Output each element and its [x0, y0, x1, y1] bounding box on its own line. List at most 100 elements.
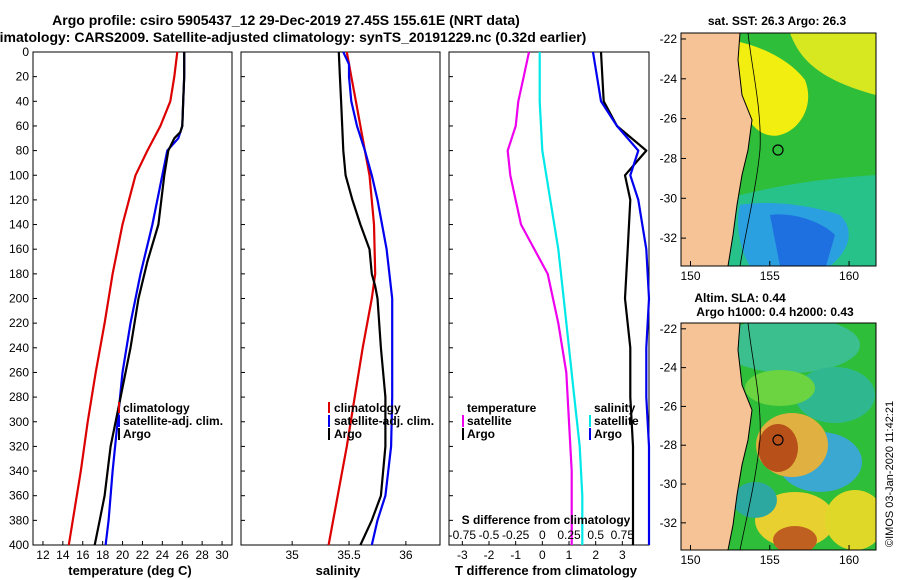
x-tick-label: 35: [285, 548, 299, 562]
depth-tick-label: 220: [9, 316, 29, 330]
sla-map-ticks: -22 -24 -26 -28 -30 -32 150 155 160: [660, 322, 860, 567]
x-tick-label: 24: [156, 548, 170, 562]
depth-tick-label: 160: [9, 242, 29, 256]
depth-tick-label: 140: [9, 218, 29, 232]
sla-map-frame: [680, 322, 877, 551]
x-tick-label: -1: [510, 548, 521, 562]
x-tick-label: 1: [566, 548, 573, 562]
map-lat-label: -26: [660, 399, 678, 413]
sst-map-frame: [680, 32, 877, 267]
sla-map-title-1: Altim. SLA: 0.44: [694, 291, 786, 305]
x-tick-label: -3: [457, 548, 468, 562]
legend-argo: Argo: [334, 427, 362, 441]
depth-tick-label: 120: [9, 193, 29, 207]
map-lat-label: -24: [660, 361, 678, 375]
temperature-axis-label: temperature (deg C): [68, 563, 192, 578]
secondary-tick-label: 0.25: [557, 528, 581, 542]
secondary-tick-label: -0.75: [449, 528, 477, 542]
difference-axis-label: T difference from climatology: [455, 563, 638, 578]
x-tick-label: 28: [195, 548, 209, 562]
difference-panel: [448, 51, 650, 546]
legend-temperature-title: temperature: [467, 401, 537, 415]
imos-watermark: ©IMOS 03-Jan-2020 11:42:21: [884, 401, 896, 547]
depth-tick-label: 360: [9, 489, 29, 503]
map-lon-label: 150: [680, 553, 700, 567]
map-lat-label: -22: [660, 322, 678, 336]
depth-tick-label: 380: [9, 513, 29, 527]
series-line-satellite-adj-clim-: [342, 51, 394, 546]
x-tick-label: 14: [56, 548, 70, 562]
title-line-1: Argo profile: csiro 5905437_12 29-Dec-20…: [52, 12, 520, 28]
map-lat-label: -32: [660, 516, 678, 530]
map-lat-label: -30: [660, 191, 678, 205]
sla-map-title-2: Argo h1000: 0.4 h2000: 0.43: [696, 305, 854, 319]
series-line-argo: [337, 51, 387, 546]
depth-tick-label: 0: [22, 45, 29, 59]
temperature-legend: climatology satellite-adj. clim. Argo: [118, 401, 223, 441]
depth-tick-label: 280: [9, 390, 29, 404]
x-tick-label: 36: [399, 548, 413, 562]
depth-tick-label: 320: [9, 439, 29, 453]
sla-map: [681, 323, 876, 550]
map-lat-label: -32: [660, 231, 678, 245]
sst-map-ticks: -22 -24 -26 -28 -30 -32 150 155 160: [660, 32, 860, 283]
legend-satellite-adj: satellite-adj. clim.: [334, 414, 434, 428]
series-line-climatology: [67, 51, 179, 546]
depth-tick-label: 260: [9, 365, 29, 379]
x-tick-label: 0: [539, 548, 546, 562]
series-layer: [67, 51, 651, 546]
s-difference-label: S difference from climatology: [462, 513, 631, 527]
legend-climatology: climatology: [334, 401, 401, 415]
depth-tick-label: 100: [9, 168, 29, 182]
map-lat-label: -26: [660, 112, 678, 126]
map-lon-label: 150: [680, 269, 700, 283]
legend-argo: Argo: [123, 427, 151, 441]
x-tick-labels: 12 14 16 18 20 22 24 26 28 30 35 35.5 36 -3 -2 -1 0 1 2 3-0…: [36, 528, 634, 562]
x-tick-label: -2: [484, 548, 495, 562]
map-lat-label: -30: [660, 477, 678, 491]
legend-s-satellite: satellite: [594, 414, 639, 428]
map-lat-label: -22: [660, 32, 678, 46]
secondary-tick-label: -0.25: [502, 528, 530, 542]
x-tick-label: 22: [136, 548, 150, 562]
x-tick-label: 3: [619, 548, 626, 562]
x-tick-label: 35.5: [337, 548, 361, 562]
sst-map-title: sat. SST: 26.3 Argo: 26.3: [708, 14, 847, 28]
legend-salinity-title: salinity: [594, 401, 636, 415]
x-tick-label: 20: [116, 548, 130, 562]
title-line-2: Climatology: CARS2009. Satellite-adjuste…: [0, 29, 586, 45]
depth-tick-label: 80: [16, 144, 30, 158]
series-line-salinity-satellite: [538, 52, 584, 545]
legend-s-argo: Argo: [594, 427, 622, 441]
legend-t-satellite: satellite: [467, 414, 512, 428]
depth-tick-labels: 0 20 40 60 80 100 120 140 160 180 200 220 240 260 280 3…: [9, 45, 453, 552]
salinity-panel: [240, 51, 441, 546]
legend-satellite-adj: satellite-adj. clim.: [123, 414, 223, 428]
depth-tick-label: 180: [9, 267, 29, 281]
map-lat-label: -28: [660, 151, 678, 165]
depth-tick-label: 240: [9, 341, 29, 355]
map-lon-label: 160: [839, 269, 859, 283]
map-lon-label: 160: [839, 553, 859, 567]
series-line-argo: [93, 52, 186, 546]
depth-tick-label: 60: [16, 119, 30, 133]
legend-climatology: climatology: [123, 401, 190, 415]
x-tick-label: 30: [215, 548, 229, 562]
series-line-salinity-argo: [591, 51, 651, 545]
salinity-legend: climatology satellite-adj. clim. Argo: [328, 401, 434, 441]
sst-map: [681, 33, 876, 266]
map-lon-label: 155: [760, 269, 780, 283]
x-tick-label: 26: [176, 548, 190, 562]
depth-tick-label: 300: [9, 415, 29, 429]
x-tick-label: 12: [36, 548, 50, 562]
x-tick-label: 18: [96, 548, 110, 562]
secondary-tick-label: 0.75: [611, 528, 635, 542]
map-lon-label: 155: [760, 553, 780, 567]
difference-legend: temperature satellite Argo salinity sate…: [462, 401, 639, 441]
depth-tick-label: 200: [9, 292, 29, 306]
depth-tick-label: 400: [9, 538, 29, 552]
depth-tick-label: 20: [16, 70, 30, 84]
secondary-tick-label: 0: [539, 528, 546, 542]
series-line-climatology: [327, 51, 377, 546]
